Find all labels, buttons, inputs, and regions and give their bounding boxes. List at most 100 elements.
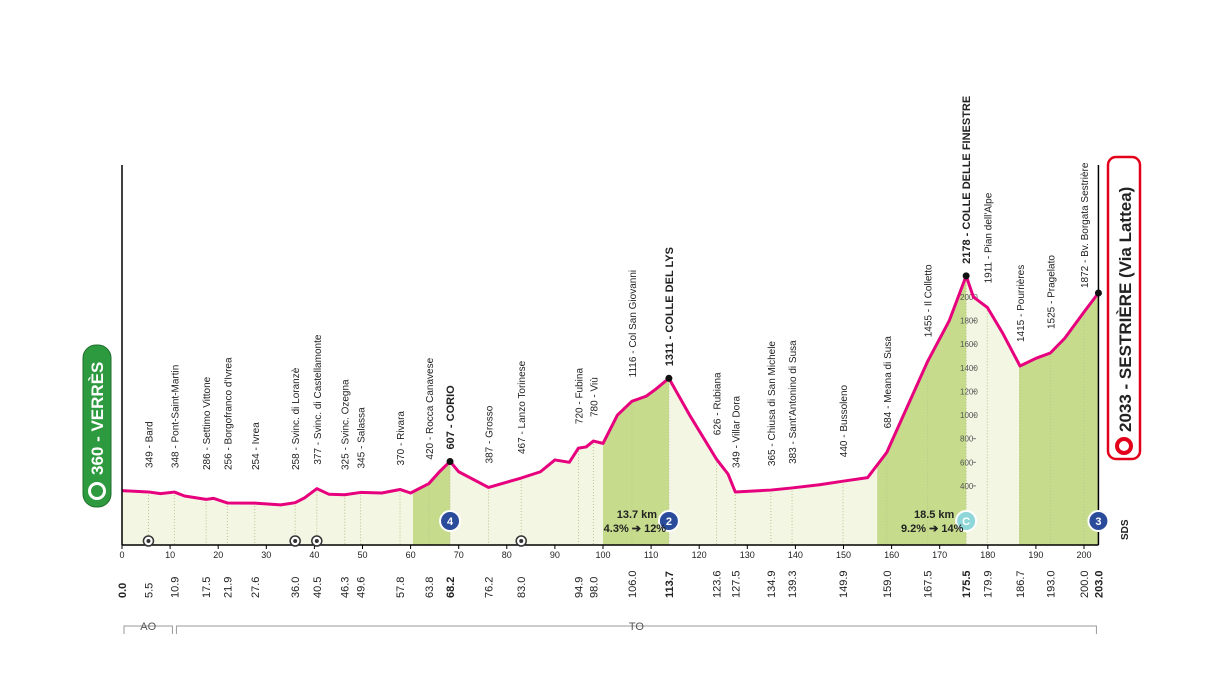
y-tick-label: 1600 <box>960 340 978 349</box>
start-icon-inner <box>91 485 103 497</box>
finish-dot <box>1094 289 1102 297</box>
climb-badge <box>955 510 978 532</box>
waypoint-label: 377 - Svinc. di Castellamonte <box>313 334 324 465</box>
km-label: 94.9 <box>573 577 585 598</box>
waypoint-label: 254 - Ivrea <box>251 422 262 470</box>
km-label: 175.5 <box>961 570 973 598</box>
waypoint-label: 684 - Meana di Susa <box>883 336 894 429</box>
km-label: 113.7 <box>664 571 676 598</box>
start-box <box>82 344 112 508</box>
km-label: 40.5 <box>312 577 324 598</box>
climb-category: 3 <box>1095 516 1101 528</box>
km-label: 10.9 <box>169 577 181 598</box>
x-tick-label: 60 <box>406 550 416 560</box>
waypoint-label: 1455 - Il Colletto <box>924 264 935 337</box>
x-tick-label: 80 <box>502 550 512 560</box>
km-label: 106.0 <box>627 570 639 598</box>
km-label: 179.9 <box>982 570 994 598</box>
km-label: 76.2 <box>484 577 496 598</box>
region-bracket <box>175 625 1097 634</box>
finish-note: SDS <box>1120 519 1131 540</box>
km-label: 57.8 <box>395 577 407 598</box>
y-tick-label: 1000 <box>960 411 978 420</box>
km-label: 46.3 <box>340 577 352 598</box>
x-tick-label: 40 <box>309 550 319 560</box>
waypoint-label: 1415 - Pourrières <box>1016 265 1027 342</box>
climb-length: 13.7 km <box>617 509 658 521</box>
y-tick-label: 800 <box>960 435 974 444</box>
x-tick-label: 90 <box>550 550 560 560</box>
x-tick-label: 160 <box>884 550 899 560</box>
km-label: 68.2 <box>445 577 457 598</box>
waypoint-label: 2178 - COLLE DELLE FINESTRE <box>961 96 973 264</box>
km-label: 159.0 <box>882 570 894 598</box>
climb-gradient: 9.2% ➔ 14% <box>901 523 964 535</box>
waypoint-label: 325 - Svinc. Ozegna <box>341 379 352 470</box>
climb-category: 4 <box>447 516 454 528</box>
x-tick-label: 50 <box>357 550 367 560</box>
waypoint-label: 258 - Svinc. di Loranzè <box>291 367 302 470</box>
x-tick-label: 180 <box>980 550 995 560</box>
climb-category: C <box>962 516 970 528</box>
summit-dot <box>665 374 673 382</box>
waypoint-label: 348 - Pont-Saint-Martin <box>170 365 181 468</box>
y-tick-label: 1800 <box>960 317 978 326</box>
km-label: 0.0 <box>117 583 129 598</box>
x-tick-label: 190 <box>1028 550 1043 560</box>
x-tick-label: 170 <box>932 550 947 560</box>
y-tick-label: 400 <box>960 482 974 491</box>
x-tick-label: 150 <box>836 550 851 560</box>
x-tick-label: 20 <box>213 550 223 560</box>
km-label: 203.0 <box>1093 570 1105 598</box>
y-tick-label: 600 <box>960 458 974 467</box>
waypoint-label: 467 - Lanzo Torinese <box>517 360 528 454</box>
region-label: AO <box>140 621 156 633</box>
x-tick-label: 0 <box>119 550 124 560</box>
km-label: 27.6 <box>250 577 262 598</box>
intermediate-icon-dot <box>519 539 524 543</box>
intermediate-icon-dot <box>146 539 151 543</box>
waypoint-label: 1872 - Bv. Borgata Sestrière <box>1080 162 1091 288</box>
km-label: 200.0 <box>1079 570 1091 598</box>
km-label: 186.7 <box>1015 570 1027 598</box>
waypoint-label: 1911 - Pian dell'Alpe <box>983 192 994 283</box>
waypoint-label: 387 - Grosso <box>485 405 496 463</box>
climb-gradient: 4.3% ➔ 12% <box>604 523 667 535</box>
climb-area <box>877 275 967 545</box>
climb-badge <box>657 510 680 532</box>
x-tick-label: 10 <box>165 550 175 560</box>
climb-length: 18.5 km <box>914 509 955 521</box>
climb-area <box>1019 292 1099 545</box>
waypoint-label: 365 - Chiusa di San Michele <box>767 341 778 467</box>
profile-line <box>121 274 1100 507</box>
x-tick-label: 120 <box>692 550 707 560</box>
km-label: 83.0 <box>516 577 528 598</box>
waypoint-label: 349 - Bard <box>144 421 155 468</box>
km-label: 139.3 <box>787 570 799 598</box>
y-tick-label: 1200 <box>960 387 978 396</box>
finish-box <box>1106 155 1142 461</box>
climb-badge <box>439 510 462 532</box>
waypoint-label: 286 - Settimo Vittone <box>202 376 213 470</box>
km-label: 17.5 <box>201 577 213 598</box>
intermediate-icon-dot <box>293 539 298 543</box>
km-label: 21.9 <box>222 577 234 598</box>
summit-dot <box>962 272 970 280</box>
intermediate-icon-dot <box>314 539 319 543</box>
waypoint-label: 1311 - COLLE DEL LYS <box>664 247 676 366</box>
km-label: 49.6 <box>356 577 368 598</box>
climb-area <box>413 461 451 545</box>
waypoint-label: 440 - Bussoleno <box>839 384 850 457</box>
km-label: 167.5 <box>923 570 935 598</box>
waypoint-label: 370 - Rivara <box>396 411 407 466</box>
km-label: 36.0 <box>290 577 302 598</box>
y-tick-label: 1400 <box>960 364 978 373</box>
climb-area <box>603 378 669 545</box>
km-label: 98.0 <box>588 577 600 598</box>
waypoint-label: 720 - Fubina <box>574 368 585 425</box>
waypoint-label: 1116 - Col San Giovanni <box>628 270 639 377</box>
km-label: 63.8 <box>424 577 436 598</box>
x-tick-label: 110 <box>644 550 658 560</box>
km-label: 127.5 <box>730 570 742 598</box>
waypoint-label: 607 - CORIO <box>445 385 457 450</box>
